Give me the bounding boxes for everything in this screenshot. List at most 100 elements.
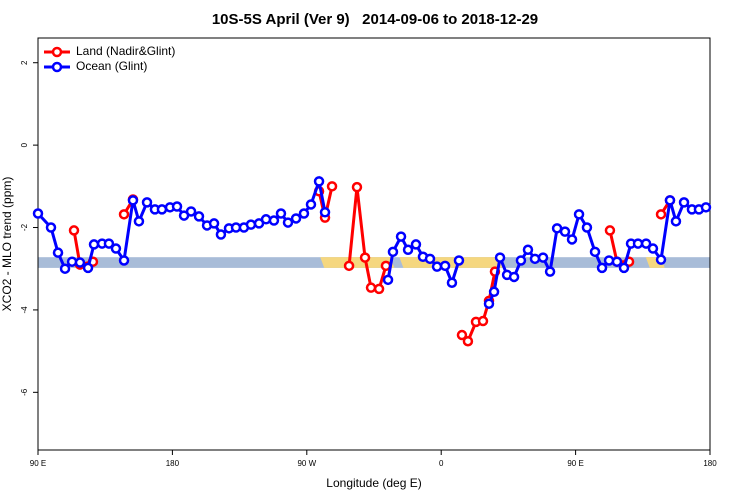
point [596, 262, 608, 274]
legend-marker [51, 61, 63, 73]
point [110, 243, 122, 254]
y-tick-label: -2 [20, 223, 29, 231]
legend-marker [51, 46, 63, 58]
point [431, 261, 443, 272]
point [365, 282, 377, 293]
point [670, 216, 682, 227]
x-tick-label: 90 W [297, 459, 316, 468]
chart-title: 10S-5S April (Ver 9) 2014-09-06 to 2018-… [212, 11, 538, 28]
land-band [399, 257, 504, 268]
point [193, 211, 205, 222]
point [103, 238, 115, 249]
point [32, 208, 44, 219]
point [453, 255, 465, 266]
x-tick-label: 180 [166, 459, 180, 468]
point [640, 238, 652, 249]
point [245, 219, 257, 230]
point [655, 209, 667, 220]
point [118, 255, 130, 266]
point [603, 255, 615, 266]
x-tick-label: 90 E [30, 459, 46, 468]
point [488, 286, 500, 298]
point [700, 202, 712, 213]
point [402, 244, 414, 256]
point [133, 216, 145, 227]
point [655, 254, 667, 265]
y-tick-label: 2 [20, 60, 29, 65]
point [215, 229, 227, 240]
point [282, 217, 294, 228]
point [566, 234, 578, 245]
point [462, 335, 474, 347]
point [88, 239, 100, 250]
point [326, 181, 338, 192]
legend-label: Land (Nadir&Glint) [76, 44, 175, 58]
point [373, 283, 385, 295]
point [632, 238, 644, 249]
point [439, 260, 451, 272]
point [522, 244, 534, 256]
point [647, 243, 659, 254]
point [604, 225, 616, 236]
point [82, 262, 94, 274]
point [351, 181, 363, 193]
point [141, 197, 153, 208]
plot-frame [37, 37, 711, 451]
point [343, 260, 355, 272]
x-tick-label: 0 [439, 459, 444, 468]
point [456, 329, 468, 341]
point [171, 201, 183, 212]
point [410, 239, 422, 250]
point [382, 274, 394, 286]
x-tick-label: 90 E [567, 459, 583, 468]
point [589, 246, 601, 258]
point [74, 257, 86, 268]
point [395, 231, 407, 242]
point [208, 218, 220, 229]
point [477, 315, 489, 327]
point [446, 277, 458, 288]
point [118, 209, 130, 220]
legend-label: Ocean (Glint) [76, 59, 147, 73]
point [544, 266, 556, 277]
land-band [320, 257, 395, 268]
point [611, 256, 623, 267]
point [268, 215, 280, 226]
point [537, 252, 549, 263]
point [494, 252, 506, 263]
point [156, 204, 168, 215]
point [260, 214, 272, 225]
y-tick-label: -6 [20, 388, 29, 396]
point [127, 195, 139, 206]
point [290, 213, 302, 224]
point [275, 208, 287, 219]
point [319, 207, 331, 218]
point [508, 271, 520, 283]
x-axis-label: Longitude (deg E) [326, 476, 421, 490]
point [618, 262, 630, 274]
point [52, 247, 64, 258]
y-axis-label: XCO2 - MLO trend (ppm) [0, 177, 14, 312]
point [359, 252, 371, 263]
point [581, 222, 593, 233]
y-tick-label: 0 [20, 142, 29, 147]
point [45, 222, 57, 233]
y-tick-label: -4 [20, 306, 29, 314]
point [298, 208, 310, 219]
point [529, 253, 541, 265]
point [678, 197, 690, 208]
point [59, 263, 71, 274]
point [483, 298, 495, 309]
point [559, 226, 571, 237]
point [573, 209, 585, 220]
x-tick-label: 180 [703, 459, 717, 468]
point [424, 253, 436, 265]
point [68, 225, 80, 236]
point [387, 246, 399, 258]
point [515, 255, 527, 266]
point [185, 206, 197, 217]
point [313, 176, 325, 187]
point [305, 199, 317, 210]
point [664, 195, 676, 206]
